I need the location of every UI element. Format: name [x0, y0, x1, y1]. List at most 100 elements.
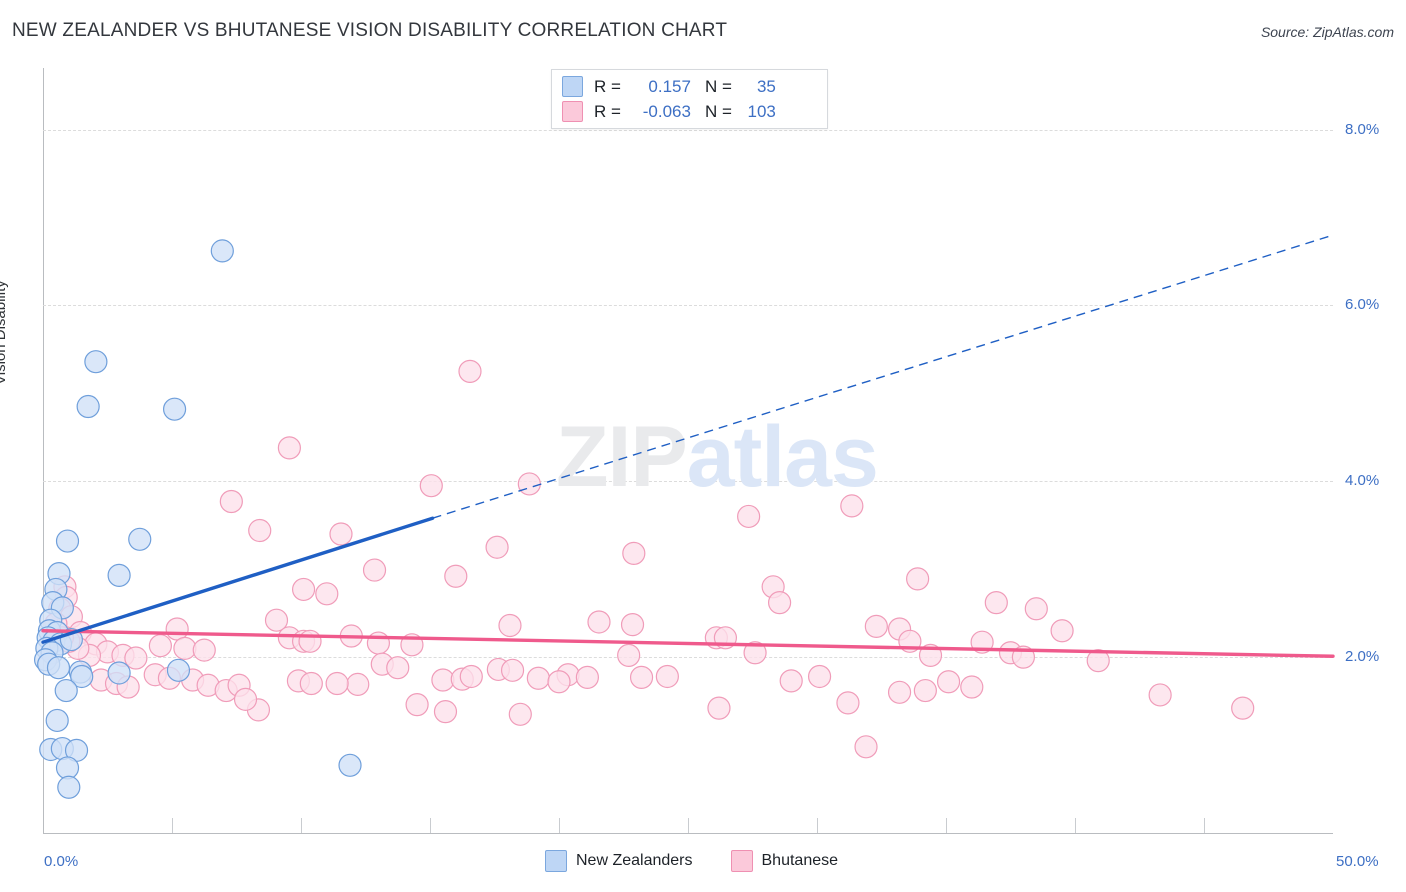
x-tick-30	[817, 818, 818, 833]
trendline-bhutanese	[41, 629, 1335, 658]
watermark-atlas: atlas	[686, 409, 879, 505]
data-point-new-zealander	[107, 563, 131, 587]
data-point-bhutanese	[329, 522, 353, 546]
data-point-new-zealander	[47, 562, 71, 586]
data-point-bhutanese	[291, 629, 316, 653]
gridline-2.0%	[43, 657, 1333, 659]
data-point-bhutanese	[165, 617, 189, 641]
data-point-bhutanese	[431, 668, 455, 692]
data-point-bhutanese	[1050, 619, 1074, 643]
data-point-new-zealander	[40, 641, 64, 665]
data-point-bhutanese	[59, 605, 83, 629]
data-point-bhutanese	[587, 610, 611, 634]
data-point-new-zealander	[107, 661, 131, 685]
x-tick-25	[688, 818, 689, 833]
data-point-bhutanese	[298, 629, 322, 653]
data-point-bhutanese	[906, 567, 930, 591]
n-label-pink: N =	[704, 101, 732, 121]
series-legend-item-new-zealanders[interactable]: New Zealanders	[545, 850, 693, 872]
data-point-bhutanese	[104, 671, 129, 696]
data-point-new-zealander	[45, 620, 69, 645]
data-point-bhutanese	[1086, 649, 1110, 673]
x-tick-10	[301, 818, 302, 833]
data-point-new-zealander	[41, 591, 65, 615]
data-point-bhutanese	[339, 624, 363, 648]
data-point-new-zealander	[44, 577, 68, 602]
data-point-bhutanese	[173, 636, 197, 660]
data-point-bhutanese	[575, 665, 599, 689]
y-axis-label-6.0%: 6.0%	[1345, 296, 1380, 314]
series-swatch-new-zealanders	[545, 850, 567, 872]
data-point-bhutanese	[444, 564, 468, 588]
data-point-bhutanese	[291, 577, 316, 602]
page-title: NEW ZEALANDER VS BHUTANESE VISION DISABI…	[12, 20, 728, 41]
data-point-new-zealander	[162, 397, 187, 421]
data-point-bhutanese	[89, 668, 113, 692]
data-point-bhutanese	[898, 629, 922, 653]
data-point-new-zealander	[50, 596, 74, 620]
data-point-bhutanese	[1231, 696, 1255, 720]
data-point-bhutanese	[419, 474, 443, 498]
data-point-bhutanese	[84, 632, 108, 656]
data-point-bhutanese	[143, 663, 167, 687]
y-axis-label-8.0%: 8.0%	[1345, 120, 1380, 138]
data-point-new-zealander	[46, 656, 71, 680]
y-axis-title: Vision Disability	[0, 280, 9, 385]
data-point-bhutanese	[620, 613, 645, 637]
source-attribution: Source: ZipAtlas.com	[1260, 24, 1394, 40]
data-point-bhutanese	[450, 667, 474, 691]
series-label-new-zealanders: New Zealanders	[576, 852, 693, 869]
data-point-new-zealander	[55, 756, 80, 780]
data-point-bhutanese	[713, 626, 738, 650]
gridline-6.0%	[43, 305, 1333, 307]
data-point-bhutanese	[157, 666, 182, 690]
data-point-bhutanese	[366, 631, 390, 655]
x-axis-label-min: 0.0%	[44, 853, 79, 870]
data-point-bhutanese	[617, 643, 641, 667]
gridline-8.0%	[43, 129, 1333, 131]
data-point-bhutanese	[95, 640, 120, 664]
data-point-bhutanese	[743, 641, 767, 665]
series-swatch-bhutanese	[730, 850, 753, 872]
data-point-bhutanese	[936, 670, 961, 694]
data-point-new-zealander	[36, 626, 60, 650]
data-point-new-zealander	[57, 775, 81, 799]
data-point-bhutanese	[761, 575, 785, 599]
data-point-new-zealander	[59, 627, 83, 652]
data-point-bhutanese	[219, 489, 243, 514]
data-point-bhutanese	[50, 626, 74, 650]
data-point-bhutanese	[629, 665, 654, 689]
data-point-bhutanese	[500, 658, 525, 682]
x-tick-15	[430, 818, 431, 833]
data-point-bhutanese	[68, 620, 93, 645]
data-point-new-zealander	[50, 736, 74, 761]
data-point-bhutanese	[508, 702, 532, 726]
data-point-bhutanese	[66, 636, 90, 660]
data-point-bhutanese	[1148, 683, 1172, 707]
data-point-bhutanese	[836, 691, 860, 715]
data-point-bhutanese	[458, 359, 482, 383]
data-point-bhutanese	[913, 678, 937, 703]
data-point-new-zealander	[84, 350, 108, 374]
watermark-zip: ZIP	[556, 409, 688, 505]
series-legend-item-bhutanese[interactable]: Bhutanese	[730, 850, 838, 872]
data-point-bhutanese	[459, 664, 483, 689]
data-point-bhutanese	[248, 518, 272, 543]
data-point-bhutanese	[111, 643, 135, 667]
data-point-bhutanese	[286, 669, 311, 693]
x-tick-35	[946, 818, 947, 833]
data-point-bhutanese	[44, 612, 68, 636]
data-point-new-zealander	[45, 708, 69, 733]
n-value-pink: 103	[747, 101, 776, 121]
gridline-4.0%	[43, 481, 1333, 483]
data-point-bhutanese	[116, 675, 140, 699]
data-point-bhutanese	[556, 663, 580, 687]
data-point-bhutanese	[227, 673, 251, 697]
x-tick-5	[172, 818, 173, 833]
r-value-pink: -0.063	[642, 101, 691, 121]
data-point-bhutanese	[807, 664, 832, 689]
data-point-bhutanese	[704, 626, 728, 650]
legend-swatch-new-zealanders	[562, 76, 583, 97]
r-label-pink: R =	[594, 101, 621, 121]
